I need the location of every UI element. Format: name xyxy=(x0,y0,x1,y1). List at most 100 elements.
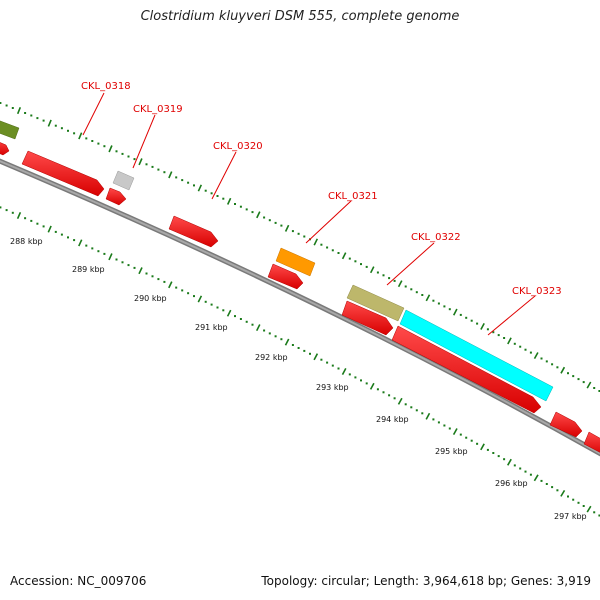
minor-tick xyxy=(577,378,580,381)
scale-label: 297 kbp xyxy=(554,512,587,521)
minor-tick xyxy=(540,357,543,360)
outer-tick-track xyxy=(0,102,600,392)
major-tick xyxy=(397,280,403,288)
minor-tick xyxy=(354,376,357,379)
minor-tick xyxy=(234,203,236,205)
major-tick xyxy=(480,443,485,451)
minor-tick xyxy=(222,197,225,200)
minor-tick xyxy=(326,246,329,249)
minor-tick xyxy=(497,334,500,337)
major-tick xyxy=(507,458,512,466)
minor-tick xyxy=(274,221,277,224)
minor-tick xyxy=(151,165,154,168)
minor-tick xyxy=(193,295,195,298)
minor-tick xyxy=(274,335,277,338)
major-tick xyxy=(138,267,143,275)
minor-tick xyxy=(268,332,271,335)
minor-tick xyxy=(382,391,385,394)
minor-tick xyxy=(30,219,33,222)
minor-tick xyxy=(11,211,14,214)
minor-tick xyxy=(67,236,69,239)
minor-tick xyxy=(251,323,254,326)
minor-tick xyxy=(437,421,440,424)
minor-tick xyxy=(582,381,585,384)
minor-tick xyxy=(337,252,340,254)
major-tick xyxy=(341,252,347,260)
minor-tick xyxy=(216,195,219,197)
major-tick xyxy=(369,382,375,390)
minor-tick xyxy=(30,114,33,117)
minor-tick xyxy=(187,181,190,184)
minor-tick xyxy=(268,219,271,222)
minor-tick xyxy=(404,403,407,406)
minor-tick xyxy=(348,373,351,376)
minor-tick xyxy=(540,479,543,482)
minor-tick xyxy=(432,299,435,302)
minor-tick xyxy=(465,316,468,319)
major-tick xyxy=(197,295,203,303)
minor-tick xyxy=(97,250,100,253)
minor-tick xyxy=(410,406,413,409)
minor-tick xyxy=(163,280,166,283)
minor-tick xyxy=(598,514,600,517)
minor-tick xyxy=(524,470,527,473)
minor-tick xyxy=(519,345,522,348)
cds-0 xyxy=(0,142,10,156)
minor-tick xyxy=(121,261,124,264)
minor-tick xyxy=(239,318,242,320)
minor-tick xyxy=(73,239,76,242)
minor-tick xyxy=(216,306,219,309)
major-tick xyxy=(341,368,347,375)
minor-tick xyxy=(404,285,407,288)
minor-tick xyxy=(187,292,190,295)
major-tick xyxy=(313,238,319,246)
minor-tick xyxy=(60,233,63,236)
minor-tick xyxy=(193,184,195,187)
major-tick xyxy=(284,338,290,346)
gene-labels: CKL_0318 CKL_0319 CKL_0320 CKL_0321 CKL_… xyxy=(81,81,562,297)
minor-tick xyxy=(91,140,94,142)
major-tick xyxy=(533,352,539,359)
genome-summary-text: Topology: circular; Length: 3,964,618 bp… xyxy=(261,574,591,588)
cds-ckl-0319 xyxy=(105,187,127,206)
minor-tick xyxy=(210,192,213,195)
minor-tick xyxy=(103,145,106,148)
minor-tick xyxy=(309,352,311,355)
minor-tick xyxy=(470,319,473,322)
cds-next-1 xyxy=(549,411,583,438)
major-tick xyxy=(256,211,261,219)
major-tick xyxy=(284,224,290,232)
cds-ckl-0320 xyxy=(168,215,219,248)
minor-tick xyxy=(348,257,351,260)
major-tick xyxy=(226,197,232,205)
minor-tick xyxy=(443,424,446,427)
minor-tick xyxy=(337,367,340,370)
minor-tick xyxy=(24,217,27,220)
minor-tick xyxy=(163,171,166,174)
gene-olive xyxy=(0,120,20,140)
minor-tick xyxy=(582,505,585,507)
minor-tick xyxy=(297,232,300,235)
minor-tick xyxy=(222,309,225,312)
minor-tick xyxy=(204,189,207,192)
minor-tick xyxy=(354,260,357,263)
minor-tick xyxy=(492,331,495,334)
minor-tick xyxy=(280,224,283,227)
major-tick xyxy=(168,171,173,179)
gene-label: CKL_0319 xyxy=(133,104,183,115)
major-tick xyxy=(369,266,375,274)
major-tick xyxy=(480,323,485,330)
scale-label: 296 kbp xyxy=(495,479,528,488)
minor-tick xyxy=(519,467,522,470)
minor-tick xyxy=(376,388,379,391)
minor-tick xyxy=(73,132,76,135)
minor-tick xyxy=(556,489,559,492)
minor-tick xyxy=(486,328,489,331)
minor-tick xyxy=(388,394,391,397)
major-tick xyxy=(108,253,113,261)
cds-ckl-0321 xyxy=(267,263,304,290)
major-tick xyxy=(397,397,403,405)
minor-tick xyxy=(593,387,596,389)
minor-tick xyxy=(245,320,248,323)
minor-tick xyxy=(376,271,379,274)
